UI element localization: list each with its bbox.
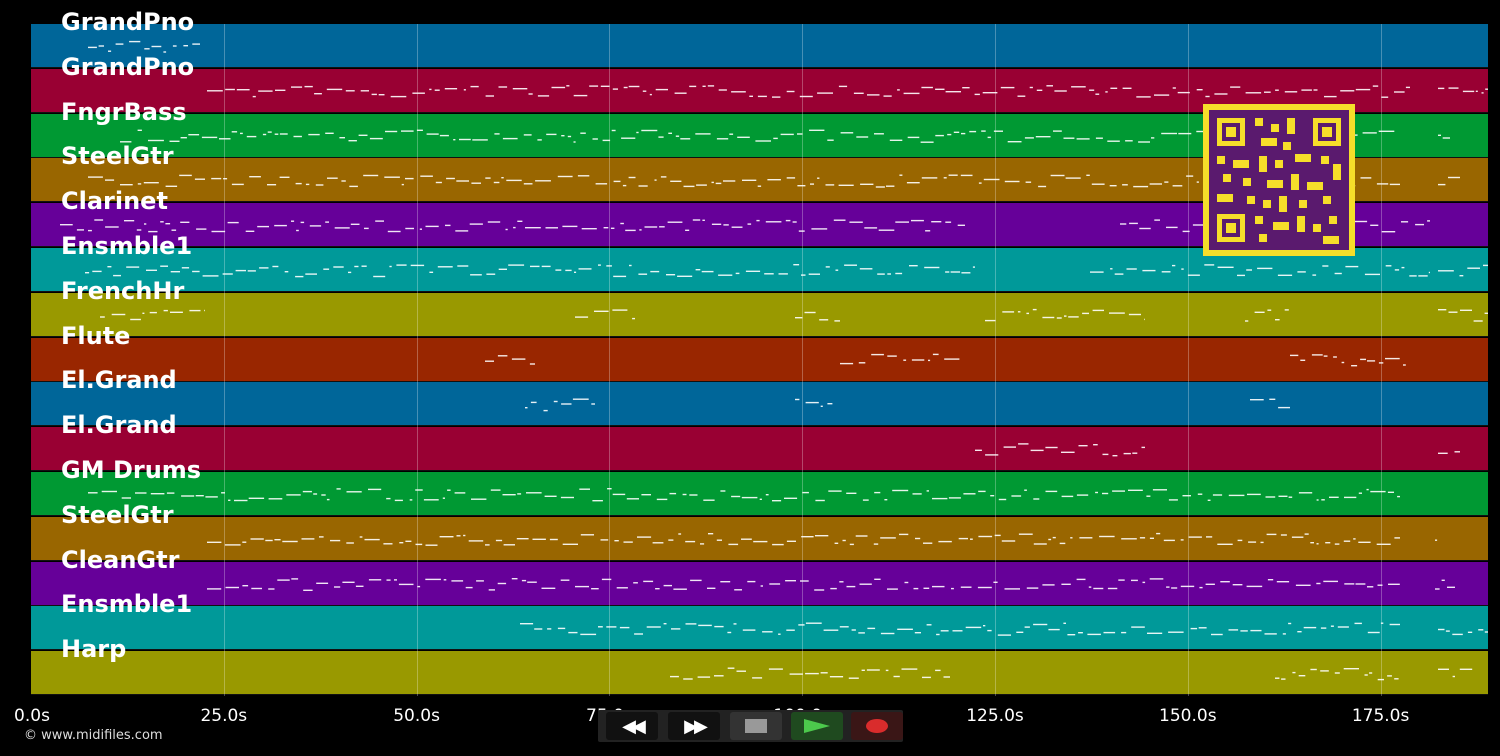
fast-forward-icon: ▶▶ (684, 715, 708, 737)
transport-controls: ◀◀ ▶▶ (598, 710, 903, 742)
track-name: GrandPno (61, 8, 195, 36)
grid-line (1380, 24, 1382, 696)
rewind-icon: ◀◀ (622, 715, 646, 737)
play-icon (804, 719, 830, 733)
grid-line (223, 24, 225, 696)
track-name: Harp (61, 635, 127, 664)
track-name: Flute (61, 321, 131, 350)
track-lane[interactable] (31, 337, 1488, 382)
time-tick-label: 150.0s (1159, 706, 1217, 726)
grid-line (1187, 24, 1189, 696)
grid-line (802, 24, 804, 696)
stop-button[interactable] (730, 712, 782, 740)
grid-line (609, 24, 611, 696)
record-button[interactable] (851, 712, 903, 740)
time-tick-label: 125.0s (966, 706, 1024, 726)
time-tick-label: 25.0s (200, 706, 248, 726)
track-name: FrenchHr (61, 276, 185, 305)
qr-code-icon[interactable] (1203, 104, 1355, 256)
track-name: GrandPno (61, 52, 195, 81)
track-lane[interactable] (31, 427, 1488, 472)
track-name: Ensmble1 (61, 590, 193, 619)
track-name: El.Grand (61, 411, 177, 440)
track-lane[interactable] (31, 382, 1488, 427)
grid-line (995, 24, 996, 696)
track-lane[interactable] (31, 24, 1488, 68)
track-lane[interactable] (31, 516, 1488, 561)
track-name: CleanGtr (61, 545, 180, 574)
track-name: GM Drums (61, 456, 202, 484)
stop-icon (745, 719, 767, 733)
copyright-text: © www.midifiles.com (24, 728, 163, 743)
track-name: Clarinet (61, 187, 168, 216)
track-name: El.Grand (61, 366, 177, 395)
grid-line (416, 24, 418, 696)
track-name: SteelGtr (61, 500, 174, 529)
fast-forward-button[interactable]: ▶▶ (668, 712, 720, 740)
track-lane[interactable] (31, 292, 1488, 337)
track-lane[interactable] (31, 472, 1488, 516)
rewind-button[interactable]: ◀◀ (606, 712, 658, 740)
play-button[interactable] (791, 712, 843, 740)
track-name: FngrBass (61, 97, 187, 126)
record-icon (866, 719, 888, 733)
track-lane[interactable] (31, 606, 1488, 651)
track-lane[interactable] (31, 561, 1488, 606)
track-name: Ensmble1 (61, 232, 193, 260)
track-lane[interactable] (31, 651, 1488, 696)
time-tick-label: 175.0s (1351, 706, 1410, 726)
time-tick-label: 0.0s (14, 706, 50, 726)
time-tick-label: 50.0s (393, 706, 440, 726)
track-name: SteelGtr (61, 142, 174, 171)
